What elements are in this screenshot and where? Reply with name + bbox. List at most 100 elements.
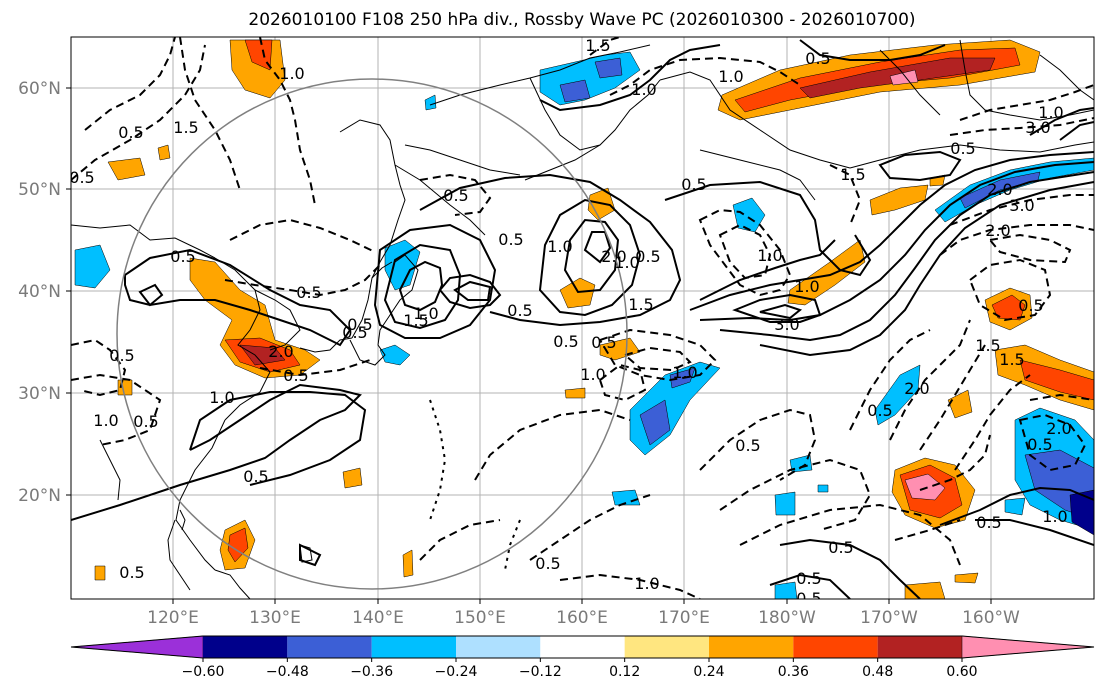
colorbar-segment: [203, 636, 288, 658]
div-positive-patch: [402, 549, 414, 578]
contour-label: 3.0: [1009, 196, 1034, 215]
contour-label: 0.5: [347, 315, 372, 334]
lon-label: 180°W: [758, 608, 816, 628]
lon-label: 160°E: [556, 608, 608, 628]
colorbar-tick-label: −0.12: [519, 664, 562, 680]
contour-label: 0.5: [553, 332, 578, 351]
contour-label: 1.5: [840, 165, 865, 184]
contour-label: 2.0: [987, 180, 1012, 199]
colorbar-min-extension: [70, 635, 204, 659]
contour-labels: 1.5 0.5 1.0 1.0 0.5 1.5 1.0 0.5 0.5 0.5 …: [69, 36, 1072, 608]
contour-label: 1.5: [173, 118, 198, 137]
colorbar-segment: [456, 636, 541, 658]
contour-label: 1.0: [547, 237, 572, 256]
contour-label: 1.0: [1038, 103, 1063, 122]
contour-label: 0.5: [591, 333, 616, 352]
contour-label: 1.5: [975, 336, 1000, 355]
contour-label: 1.5: [403, 311, 428, 330]
colorbar-segment: [540, 636, 625, 658]
colorbar-segment: [793, 636, 878, 658]
contour-label: 1.0: [634, 574, 659, 593]
contour-label: 1.5: [999, 350, 1024, 369]
colorbar-tick-label: −0.36: [350, 664, 393, 680]
lat-label: 20°N: [18, 486, 61, 506]
contour-label: 0.5: [133, 412, 158, 431]
contour-label: 0.5: [170, 247, 195, 266]
contour-label: 1.0: [757, 246, 782, 265]
colorbar-segment: [877, 636, 962, 658]
div-negative-patch: [1069, 489, 1094, 536]
colorbar-tick-label: −0.48: [266, 664, 309, 680]
latitude-labels: 60°N 50°N 40°N 30°N 20°N: [18, 79, 61, 506]
div-positive-patch: [954, 572, 979, 584]
contour-label: 2.0: [985, 221, 1010, 240]
contour-label: 1.0: [279, 64, 304, 83]
div-negative-patch: [774, 581, 798, 599]
contour-label: 0.5: [283, 366, 308, 385]
contour-label: 0.5: [109, 346, 134, 365]
colorbar-segment: [287, 636, 372, 658]
div-negative-patch: [611, 489, 641, 506]
colorbar: −0.60 −0.48 −0.36 −0.24 −0.12 0.12 0.24 0.36 0.4…: [70, 635, 1095, 680]
contour-label: 1.5: [585, 36, 610, 55]
lon-label: 170°E: [658, 608, 710, 628]
lat-label: 50°N: [18, 180, 61, 200]
contour-label: 1.0: [413, 304, 438, 323]
projection-circle: [116, 78, 628, 590]
contour-label: 2.0: [268, 342, 293, 361]
div-negative-patch: [817, 484, 829, 493]
div-negative-patch: [639, 399, 671, 446]
contour-label: 0.5: [796, 569, 821, 588]
lon-label: 120°E: [147, 608, 199, 628]
contour-label: 0.5: [443, 186, 468, 205]
lat-label: 30°N: [18, 384, 61, 404]
colorbar-tick-label: 0.24: [693, 664, 724, 680]
contour-label: 2.0: [1046, 419, 1071, 438]
contour-label: 1.0: [794, 277, 819, 296]
div-negative-patch: [379, 344, 411, 366]
colorbar-tick-label: 0.12: [609, 664, 640, 680]
contour-label: 1.5: [628, 295, 653, 314]
contour-label: 0.5: [796, 589, 821, 608]
lat-label: 60°N: [18, 79, 61, 99]
div-positive-patch: [94, 565, 106, 581]
contour-label: 1.0: [672, 363, 697, 382]
axis-ticks: [66, 87, 992, 604]
contour-label: 0.5: [342, 323, 367, 342]
colorbar-tick-label: 0.36: [778, 664, 809, 680]
map-area: 1.5 0.5 1.0 1.0 0.5 1.5 1.0 0.5 0.5 0.5 …: [69, 36, 1094, 608]
div-negative-patch: [559, 79, 591, 103]
contour-label: 0.5: [243, 467, 268, 486]
div-positive-patch: [564, 387, 586, 399]
longitude-labels: 120°E 130°E 140°E 150°E 160°E 170°E 180°…: [147, 608, 1020, 628]
lat-label: 40°N: [18, 282, 61, 302]
div-positive-patch: [1019, 359, 1094, 401]
div-positive-patch: [107, 157, 146, 181]
colorbar-segment: [371, 636, 456, 658]
contour-label: 1.0: [718, 67, 743, 86]
div-negative-patch: [384, 239, 421, 291]
colorbar-tick-label: 0.48: [862, 664, 893, 680]
contour-label: 0.5: [950, 139, 975, 158]
colorbar-ticks: −0.60 −0.48 −0.36 −0.24 −0.12 0.12 0.24 0.36 0.4…: [182, 658, 978, 680]
contour-label: 0.5: [296, 283, 321, 302]
colorbar-tick-label: −0.60: [182, 664, 225, 680]
div-positive-patch: [157, 144, 171, 161]
contour-label: 0.5: [805, 49, 830, 68]
contour-label: 0.5: [735, 436, 760, 455]
contour-label: 0.5: [1018, 296, 1043, 315]
lon-label: 170°W: [860, 608, 918, 628]
lon-label: 130°E: [249, 608, 301, 628]
lon-label: 140°E: [352, 608, 404, 628]
div-negative-patch: [594, 57, 623, 79]
contour-label: 0.5: [69, 168, 94, 187]
contour-label: 0.5: [828, 538, 853, 557]
div-positive-patch: [239, 344, 286, 366]
contour-label: 1.0: [209, 388, 234, 407]
div-positive-patch: [227, 527, 249, 563]
div-negative-patch: [424, 94, 437, 111]
colorbar-max-extension: [961, 635, 1095, 659]
div-positive-patch: [889, 69, 919, 86]
div-positive-patch: [947, 389, 973, 419]
